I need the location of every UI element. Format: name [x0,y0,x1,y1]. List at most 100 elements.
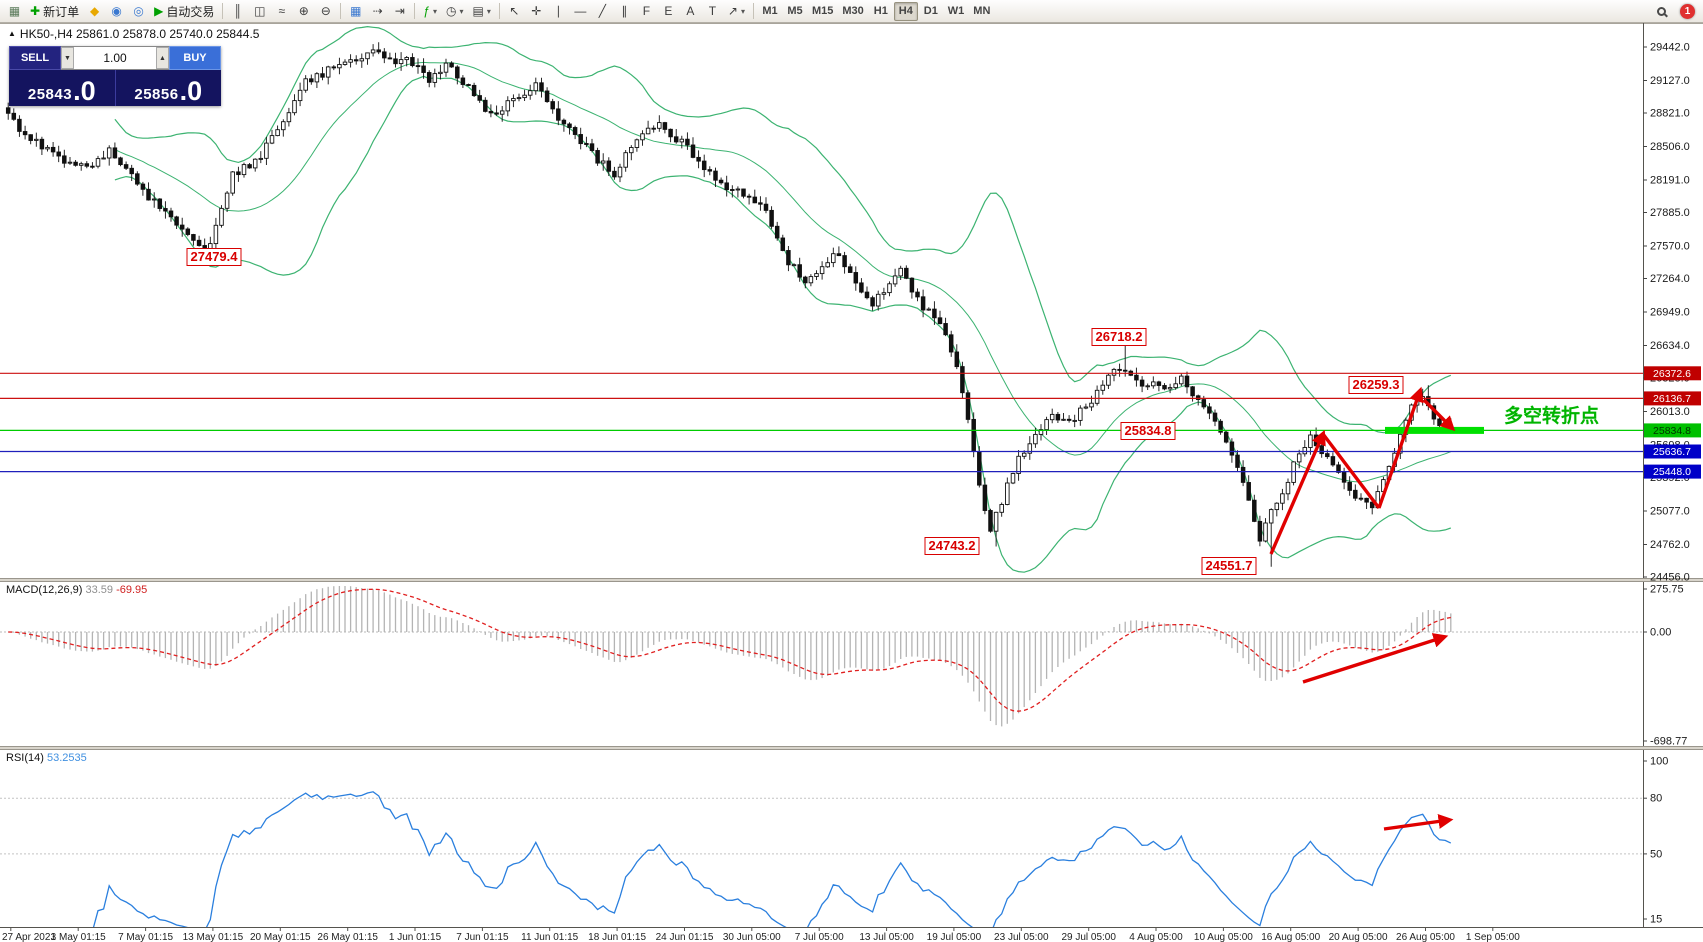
periods-button[interactable]: ◷ ▾ [442,2,468,21]
vertical-line-icon: ∣ [555,4,562,18]
vertical-line-button[interactable]: ∣ [548,2,569,21]
line-chart-button[interactable]: ≈ [271,2,292,21]
auto-scroll-button[interactable]: ⇢ [367,2,388,21]
one-click-trading-panel: SELL ▼ 1.00 ▲ BUY 25843 .0 25856 .0 [9,46,221,106]
fibonacci-button[interactable]: F [636,2,657,21]
market-watch-icon: ◉ [111,4,122,18]
trendline-button[interactable]: ╱ [592,2,613,21]
zoom-in-icon: ⊕ [298,4,309,18]
panel-separator[interactable] [0,746,1703,750]
timeframe-h4-button[interactable]: H4 [893,1,918,21]
symbol-ohlc-text: HK50-,H4 25861.0 25878.0 25740.0 25844.5 [19,27,260,41]
new-chart-button[interactable]: ▦ [4,2,25,21]
price-annotation-label[interactable]: 26259.3 [1348,376,1404,394]
timeframe-mn-button[interactable]: MN [973,5,991,17]
toolbar-separator [222,3,224,19]
shapes-icon: E [664,4,673,18]
buy-button[interactable]: BUY [169,46,221,70]
tile-windows-button[interactable]: ▦ [345,2,366,21]
oneclick-collapse-icon[interactable]: ▲ [8,29,16,38]
main-toolbar: ▦ ✚ 新订单 ◆ ◉ ◎ ▶ 自动交易 ║ ◫ ≈ ⊕ ⊖ ▦ ⇢ ⇥ ƒ ▾ ◷ ▾ ▤ ▾ ↖ ✛ ∣ ― ╱ ∥ F E A T ↗ ▾ M… [0,0,1703,23]
svg-text:18 Jun 01:15: 18 Jun 01:15 [588,932,646,942]
horizontal-level-lines[interactable] [0,372,1643,473]
cursor-button[interactable]: ↖ [504,2,525,21]
text-button[interactable]: A [680,2,701,21]
line-chart-icon: ≈ [278,4,286,18]
crosshair-button[interactable]: ✛ [526,2,547,21]
svg-text:20 Aug 05:00: 20 Aug 05:00 [1329,932,1388,942]
search-button[interactable] [1651,2,1672,21]
toolbar-separator [340,3,342,19]
bar-chart-button[interactable]: ║ [227,2,248,21]
price-annotation-label[interactable]: 27479.4 [186,248,242,266]
svg-text:13 Jul 05:00: 13 Jul 05:00 [859,932,914,942]
notifications-badge[interactable]: 1 [1680,3,1695,19]
macd-indicator [0,586,1643,727]
timeframe-d1-button[interactable]: D1 [923,5,938,17]
svg-text:26 May 01:15: 26 May 01:15 [317,932,378,942]
auto-trading-button[interactable]: ▶ 自动交易 [150,2,218,21]
chevron-down-icon: ▾ [740,6,745,16]
volume-decrease-button[interactable]: ▼ [61,47,74,69]
label-icon: T [708,4,717,18]
price-annotation-label[interactable]: 24551.7 [1201,557,1257,575]
turning-point-label[interactable]: 多空转折点 [1504,406,1600,427]
timeframe-m5-button[interactable]: M5 [787,5,803,17]
price-annotation-label[interactable]: 24743.2 [924,537,980,555]
templates-button[interactable]: ▤ ▾ [469,2,495,21]
equidistant-channel-button[interactable]: ∥ [614,2,635,21]
chart-shift-button[interactable]: ⇥ [389,2,410,21]
price-annotation-label[interactable]: 25834.8 [1120,422,1176,440]
price-axis-tags: 26372.6 26136.7 25834.8 25636.7 25448.0 [1644,366,1701,479]
timeframe-h1-button[interactable]: H1 [873,5,888,17]
trend-arrows[interactable] [1269,386,1456,831]
indicators-button[interactable]: ƒ ▾ [419,2,441,21]
templates-icon: ▤ [472,4,484,18]
market-watch-button[interactable]: ◉ [106,2,127,21]
buy-price-button[interactable]: 25856 .0 [116,70,222,106]
svg-text:24 Jun 01:15: 24 Jun 01:15 [656,932,714,942]
svg-text:0.00: 0.00 [1650,627,1671,639]
tile-windows-icon: ▦ [350,4,362,18]
arrows-button[interactable]: ↗ ▾ [724,2,749,21]
svg-text:23 Jul 05:00: 23 Jul 05:00 [994,932,1049,942]
volume-increase-button[interactable]: ▲ [156,47,169,69]
timeframe-w1-button[interactable]: W1 [947,5,965,17]
search-icon [1657,6,1666,16]
time-axis[interactable]: 27 Apr 2021 3 May 01:15 7 May 01:15 13 M… [0,927,1703,942]
price-annotation-label[interactable]: 26718.2 [1091,328,1147,346]
volume-input[interactable]: 1.00 [103,51,127,65]
svg-text:29127.0: 29127.0 [1650,75,1690,87]
svg-text:25448.0: 25448.0 [1653,466,1691,478]
text-icon: A [686,4,695,18]
candlestick-chart-button[interactable]: ◫ [249,2,270,21]
timeframe-m15-button[interactable]: M15 [811,5,834,17]
toolbar-separator [752,3,754,19]
mql5-services-button[interactable]: ◆ [84,2,105,21]
sell-button[interactable]: SELL [9,46,61,70]
shapes-button[interactable]: E [658,2,679,21]
horizontal-line-button[interactable]: ― [570,2,591,21]
svg-text:28506.0: 28506.0 [1650,141,1690,153]
sell-price-fraction: .0 [73,75,96,106]
svg-text:24762.0: 24762.0 [1650,539,1690,551]
price-axis[interactable]: 29442.0 29127.0 28821.0 28506.0 28191.0 … [1643,42,1690,926]
sell-price-button[interactable]: 25843 .0 [9,70,115,106]
svg-text:4 Aug 05:00: 4 Aug 05:00 [1129,932,1183,942]
svg-text:11 Jun 01:15: 11 Jun 01:15 [521,932,579,942]
timeframe-m1-button[interactable]: M1 [762,5,778,17]
mql5-services-icon: ◆ [89,4,100,18]
timeframe-m30-button[interactable]: M30 [842,5,864,17]
community-button[interactable]: ◎ [128,2,149,21]
svg-text:19 Jul 05:00: 19 Jul 05:00 [927,932,982,942]
zoom-out-button[interactable]: ⊖ [315,2,336,21]
panel-separator[interactable] [0,578,1703,582]
new-order-button[interactable]: ✚ 新订单 [26,2,83,21]
svg-text:27885.0: 27885.0 [1650,207,1690,219]
label-button[interactable]: T [702,2,723,21]
zoom-in-button[interactable]: ⊕ [293,2,314,21]
periods-icon: ◷ [446,4,457,18]
rsi-label: RSI(14) 53.2535 [6,752,87,764]
symbol-info: ▲ HK50-,H4 25861.0 25878.0 25740.0 25844.… [8,27,259,41]
